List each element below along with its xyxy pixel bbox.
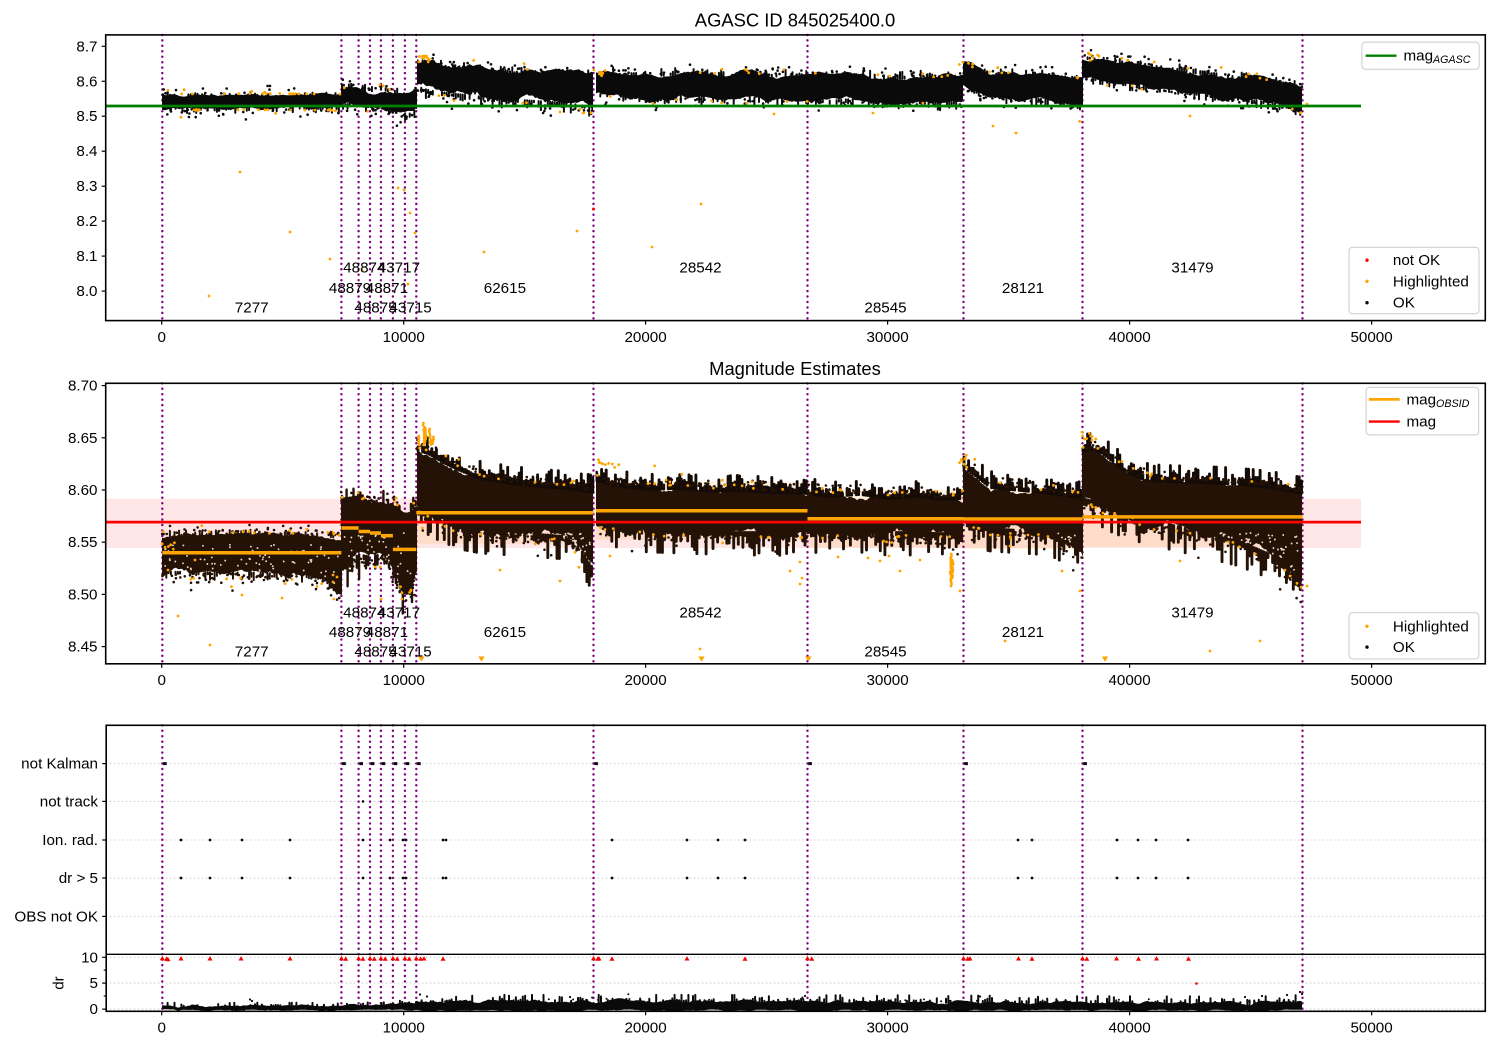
svg-text:8.1: 8.1 bbox=[76, 248, 97, 265]
svg-text:0: 0 bbox=[90, 1001, 98, 1018]
svg-text:28542: 28542 bbox=[679, 605, 721, 622]
svg-text:OK: OK bbox=[1393, 295, 1415, 312]
svg-text:43717: 43717 bbox=[378, 605, 420, 622]
svg-text:10: 10 bbox=[81, 949, 98, 966]
svg-text:8.2: 8.2 bbox=[76, 213, 97, 230]
svg-text:48871: 48871 bbox=[366, 280, 408, 297]
svg-text:8.60: 8.60 bbox=[68, 482, 98, 499]
svg-text:0: 0 bbox=[157, 329, 165, 346]
svg-text:not Kalman: not Kalman bbox=[21, 756, 98, 773]
svg-text:0: 0 bbox=[157, 672, 165, 689]
svg-text:28121: 28121 bbox=[1002, 624, 1044, 641]
svg-text:8.7: 8.7 bbox=[76, 38, 97, 55]
svg-text:30000: 30000 bbox=[866, 1020, 908, 1037]
svg-text:30000: 30000 bbox=[866, 672, 908, 689]
svg-text:8.6: 8.6 bbox=[76, 73, 97, 90]
svg-text:20000: 20000 bbox=[624, 329, 666, 346]
svg-text:5: 5 bbox=[90, 975, 98, 992]
svg-text:62615: 62615 bbox=[484, 280, 526, 297]
svg-text:50000: 50000 bbox=[1350, 1020, 1392, 1037]
svg-text:8.70: 8.70 bbox=[68, 378, 98, 395]
svg-text:Highlighted: Highlighted bbox=[1393, 273, 1469, 290]
svg-text:50000: 50000 bbox=[1350, 672, 1392, 689]
svg-text:8.45: 8.45 bbox=[68, 639, 98, 656]
svg-text:0: 0 bbox=[157, 1020, 165, 1037]
svg-text:43717: 43717 bbox=[378, 260, 420, 277]
svg-text:OBS not OK: OBS not OK bbox=[14, 908, 98, 925]
svg-text:48879: 48879 bbox=[329, 280, 371, 297]
svg-text:48874: 48874 bbox=[343, 605, 385, 622]
svg-text:8.65: 8.65 bbox=[68, 430, 98, 447]
svg-text:40000: 40000 bbox=[1108, 1020, 1150, 1037]
svg-text:not track: not track bbox=[40, 793, 99, 810]
svg-text:dr > 5: dr > 5 bbox=[59, 870, 98, 887]
svg-text:7277: 7277 bbox=[235, 644, 269, 661]
svg-text:10000: 10000 bbox=[383, 329, 425, 346]
svg-text:48874: 48874 bbox=[343, 260, 385, 277]
svg-text:8.4: 8.4 bbox=[76, 143, 97, 160]
svg-text:62615: 62615 bbox=[484, 624, 526, 641]
svg-text:Highlighted: Highlighted bbox=[1393, 618, 1469, 635]
svg-text:50000: 50000 bbox=[1350, 329, 1392, 346]
svg-text:mag: mag bbox=[1407, 414, 1437, 431]
svg-text:31479: 31479 bbox=[1171, 260, 1213, 277]
svg-text:20000: 20000 bbox=[624, 1020, 666, 1037]
svg-text:28121: 28121 bbox=[1002, 280, 1044, 297]
svg-text:8.55: 8.55 bbox=[68, 534, 98, 551]
svg-text:28545: 28545 bbox=[864, 300, 906, 317]
svg-text:28542: 28542 bbox=[679, 260, 721, 277]
svg-text:Magnitude Estimates: Magnitude Estimates bbox=[709, 358, 881, 379]
svg-text:10000: 10000 bbox=[383, 1020, 425, 1037]
svg-text:8.5: 8.5 bbox=[76, 108, 97, 125]
svg-text:not OK: not OK bbox=[1393, 252, 1440, 269]
svg-text:40000: 40000 bbox=[1108, 329, 1150, 346]
svg-text:28545: 28545 bbox=[864, 644, 906, 661]
svg-text:7277: 7277 bbox=[235, 300, 269, 317]
svg-text:8.0: 8.0 bbox=[76, 283, 97, 300]
svg-text:OK: OK bbox=[1393, 639, 1415, 656]
svg-text:48875: 48875 bbox=[354, 644, 396, 661]
svg-text:30000: 30000 bbox=[866, 329, 908, 346]
svg-text:31479: 31479 bbox=[1171, 605, 1213, 622]
svg-text:10000: 10000 bbox=[383, 672, 425, 689]
svg-text:8.3: 8.3 bbox=[76, 178, 97, 195]
svg-text:dr: dr bbox=[51, 976, 68, 990]
svg-text:43715: 43715 bbox=[389, 300, 431, 317]
svg-text:48875: 48875 bbox=[354, 300, 396, 317]
svg-text:20000: 20000 bbox=[624, 672, 666, 689]
svg-text:8.50: 8.50 bbox=[68, 586, 98, 603]
svg-text:AGASC ID 845025400.0: AGASC ID 845025400.0 bbox=[695, 10, 895, 31]
svg-text:43715: 43715 bbox=[389, 644, 431, 661]
svg-text:Ion. rad.: Ion. rad. bbox=[42, 832, 98, 849]
svg-text:48871: 48871 bbox=[366, 624, 408, 641]
svg-text:48879: 48879 bbox=[329, 624, 371, 641]
svg-text:40000: 40000 bbox=[1108, 672, 1150, 689]
